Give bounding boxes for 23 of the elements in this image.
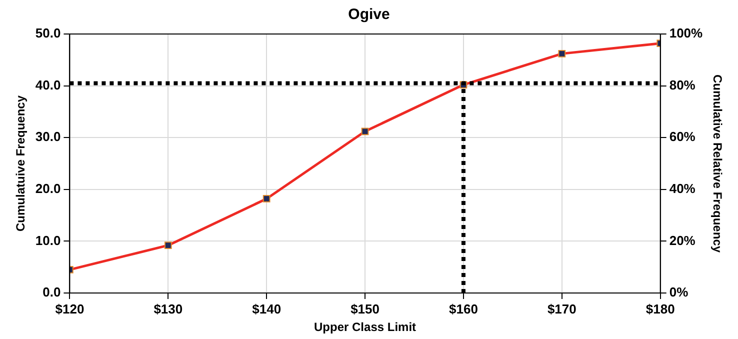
y-axis-title: Cumulatuive Frequency [14, 95, 28, 232]
y-tick-label: 10.0 [35, 232, 61, 248]
x-tick-label: $120 [55, 301, 84, 316]
y2-tick-label: 0% [669, 284, 689, 300]
chart-title: Ogive [348, 6, 390, 24]
y-tick-label: 30.0 [35, 129, 61, 144]
y-tick-label: 0.0 [42, 284, 61, 300]
x-tick-label: $140 [252, 301, 282, 316]
y-tick-label: 20.0 [35, 180, 61, 196]
x-tick-label: $150 [350, 301, 380, 316]
y2-tick-label: 100% [669, 26, 704, 41]
y2-tick-label: 20% [669, 232, 696, 248]
y2-tick-label: 60% [669, 129, 696, 144]
x-tick-label: $130 [154, 301, 183, 316]
x-axis-title: Upper Class Limit [314, 320, 416, 334]
y2-tick-label: 40% [669, 180, 696, 196]
y-tick-label: 50.0 [35, 26, 61, 41]
x-tick-label: $180 [646, 301, 675, 316]
y2-tick-label: 80% [669, 77, 696, 92]
x-tick-label: $170 [547, 301, 576, 316]
y2-axis-title: Cumulative Relative Frequency [710, 74, 724, 253]
y-tick-label: 40.0 [35, 77, 61, 92]
x-tick-label: $160 [449, 301, 478, 316]
